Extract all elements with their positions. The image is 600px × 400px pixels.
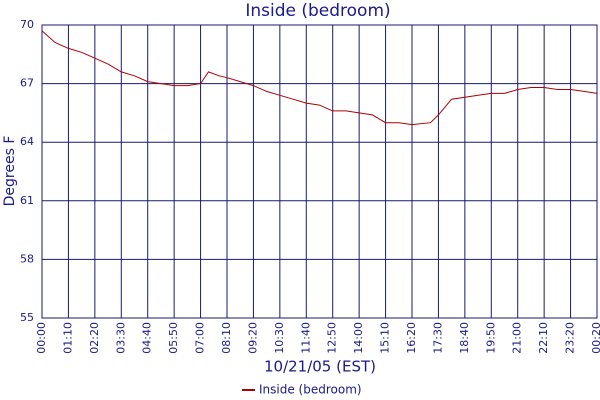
- x-tick-label: 19:50: [484, 322, 497, 354]
- x-tick-label: 07:00: [194, 322, 207, 354]
- x-axis-title: 10/21/05 (EST): [264, 358, 376, 376]
- x-tick-label: 02:20: [88, 322, 101, 354]
- y-tick-label: 67: [20, 77, 34, 90]
- x-tick-label: 00:20: [590, 322, 600, 354]
- y-tick-label: 64: [20, 135, 34, 148]
- y-axis-title: Degrees F: [2, 136, 18, 207]
- x-tick-label: 00:00: [35, 322, 48, 354]
- x-tick-label: 14:00: [352, 322, 365, 354]
- legend-label: Inside (bedroom): [259, 383, 362, 397]
- x-tick-label: 15:10: [379, 322, 392, 354]
- data-line: [41, 30, 598, 126]
- y-tick-label: 58: [20, 252, 34, 265]
- chart-title: Inside (bedroom): [245, 1, 390, 21]
- x-tick-label: 10:30: [273, 322, 286, 354]
- x-tick-label: 03:30: [114, 322, 127, 354]
- x-tick-label: 01:10: [61, 322, 74, 354]
- y-tick-label: 55: [20, 311, 34, 324]
- x-tick-label: 08:10: [220, 322, 233, 354]
- x-tick-label: 05:50: [167, 322, 180, 354]
- x-tick-label: 17:30: [431, 322, 444, 354]
- x-tick-label: 21:00: [511, 322, 524, 354]
- x-tick-label: 09:20: [246, 322, 259, 354]
- x-tick-label: 16:20: [405, 322, 418, 354]
- x-tick-label: 18:40: [458, 322, 471, 354]
- plot-border: [41, 24, 598, 319]
- x-tick-label: 11:40: [299, 322, 312, 354]
- x-tick-label: 12:50: [326, 322, 339, 354]
- x-tick-label: 23:20: [564, 322, 577, 354]
- y-tick-label: 70: [20, 18, 34, 31]
- x-tick-label: 22:10: [537, 322, 550, 354]
- y-tick-label: 61: [20, 194, 34, 207]
- x-tick-label: 04:40: [141, 322, 154, 354]
